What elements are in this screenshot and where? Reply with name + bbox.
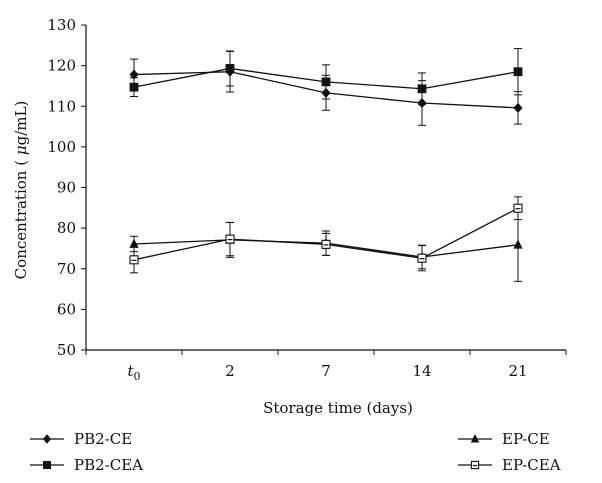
legend-label: PB2-CEA (74, 456, 143, 474)
data-point-marker (321, 77, 331, 87)
series-ep-cea (129, 196, 523, 274)
legend-label: EP-CEA (502, 456, 561, 474)
y-tick-label: 80 (57, 219, 76, 237)
y-tick-label: 60 (57, 300, 76, 318)
legend-item-ep-cea: EP-CEA (458, 456, 561, 474)
legend-item-pb2-ce: PB2-CE (30, 430, 132, 448)
data-point-marker (42, 434, 52, 444)
data-point-marker (417, 253, 427, 263)
x-tick-label: t0 (127, 362, 140, 383)
data-point-marker (129, 255, 139, 265)
data-point-marker (43, 460, 52, 469)
y-tick-label: 130 (47, 16, 76, 34)
y-tick-label: 100 (47, 138, 76, 156)
y-tick-label: 90 (57, 179, 76, 197)
data-point-marker (513, 239, 523, 249)
x-tick-label: 14 (412, 362, 431, 380)
y-axis-title: Concentration ( μg/mL) (12, 101, 30, 280)
y-tick-label: 120 (47, 57, 76, 75)
data-point-marker (129, 82, 139, 92)
data-point-marker (470, 460, 480, 470)
x-axis-title: Storage time (days) (263, 399, 413, 417)
series-layer (129, 48, 523, 282)
series-pb2-cea (129, 48, 523, 106)
y-tick-label: 70 (57, 260, 76, 278)
data-point-marker (513, 67, 523, 77)
legend-label: EP-CE (502, 430, 550, 448)
legend: PB2-CE PB2-CEA EP-CE EP-CEA (30, 430, 561, 474)
data-point-marker (225, 234, 235, 244)
x-tick-label: 21 (508, 362, 527, 380)
data-point-marker (513, 102, 523, 113)
data-point-marker (513, 203, 523, 213)
y-ticks: 50 60 70 80 90 100 110 120 130 (47, 16, 86, 359)
y-tick-label: 110 (47, 97, 76, 115)
x-tick-label: 2 (225, 362, 235, 380)
legend-item-pb2-cea: PB2-CEA (30, 456, 143, 474)
data-point-marker (321, 239, 331, 249)
legend-item-ep-ce: EP-CE (458, 430, 550, 448)
x-ticks: t0 2 7 14 21 (85, 350, 567, 383)
legend-label: PB2-CE (74, 430, 132, 448)
data-point-marker (417, 84, 427, 94)
x-tick-label: 7 (321, 362, 331, 380)
data-point-marker (225, 64, 235, 73)
y-tick-label: 50 (57, 341, 76, 359)
data-point-marker (470, 434, 480, 443)
